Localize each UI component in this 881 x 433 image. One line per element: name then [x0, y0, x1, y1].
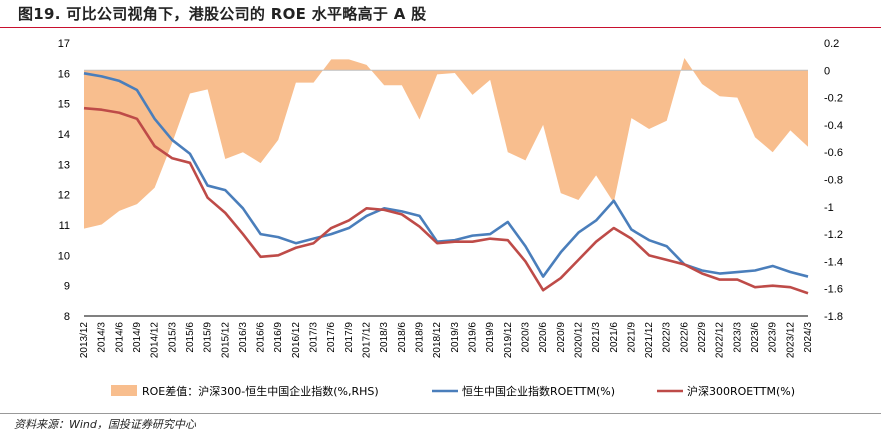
legend-label-hscei: 恒生中国企业指数ROETTM(%): [462, 384, 615, 398]
y-tick-label: 14: [58, 129, 70, 141]
x-tick-label: 2015/9: [203, 322, 214, 353]
x-tick-label: 2015/6: [185, 322, 196, 353]
x-tick-label: 2022/9: [697, 322, 708, 353]
y-tick-label: 10: [58, 250, 70, 262]
x-tick-label: 2017/12: [362, 322, 373, 359]
y2-tick-label: 0.2: [824, 38, 839, 50]
x-tick-label: 2022/12: [715, 322, 726, 359]
x-tick-label: 2019/6: [467, 322, 478, 353]
x-tick-label: 2024/3: [803, 322, 814, 353]
x-tick-label: 2021/3: [591, 322, 602, 353]
x-tick-label: 2021/6: [609, 322, 620, 353]
series-roe-diff-area: [84, 58, 808, 229]
x-tick-label: 2016/12: [291, 322, 302, 359]
y-tick-label: 17: [58, 38, 70, 50]
x-tick-label: 2023/3: [732, 322, 743, 353]
x-tick-label: 2020/12: [573, 322, 584, 359]
y2-tick-label: -0.8: [824, 175, 843, 187]
legend-label-csi300: 沪深300ROETTM(%): [687, 384, 795, 398]
y-tick-label: 11: [59, 220, 70, 232]
x-tick-label: 2017/6: [326, 322, 337, 353]
y2-tick-label: -0.4: [824, 120, 843, 132]
x-tick-label: 2021/12: [644, 322, 655, 359]
x-tick-label: 2018/9: [415, 322, 426, 353]
title-divider: [0, 27, 881, 28]
chart-title: 图19. 可比公司视角下，港股公司的 ROE 水平略高于 A 股: [18, 5, 427, 23]
x-tick-label: 2022/6: [679, 322, 690, 353]
legend-swatch-roe-diff: [111, 385, 137, 396]
x-tick-label: 2015/3: [167, 322, 178, 353]
y-tick-label: 13: [58, 159, 70, 171]
legend: ROE差值：沪深300-恒生中国企业指数(%,RHS) 恒生中国企业指数ROETT…: [111, 384, 795, 398]
x-tick-label: 2016/9: [273, 322, 284, 353]
y-tick-label: 9: [64, 281, 70, 293]
series-hscei-roe-line: [83, 72, 809, 278]
y2-tick-label: -0.6: [824, 147, 843, 159]
y-tick-label: 15: [58, 99, 70, 111]
y-tick-label: 16: [58, 68, 70, 80]
x-tick-label: 2013/12: [79, 322, 90, 359]
y-tick-label: 8: [64, 311, 70, 323]
x-tick-label: 2019/12: [503, 322, 514, 359]
x-tick-label: 2014/6: [114, 322, 125, 353]
source-note: 资料来源：Wind，国投证券研究中心: [14, 418, 196, 431]
footer-divider: [0, 413, 881, 414]
y2-tick-label: -1.2: [824, 229, 843, 241]
x-tick-label: 2017/9: [344, 322, 355, 353]
x-tick-label: 2018/3: [379, 322, 390, 353]
x-tick-label: 2014/9: [132, 322, 143, 353]
y2-tick-label: -1: [824, 202, 834, 214]
x-tick-label: 2023/6: [750, 322, 761, 353]
x-tick-label: 2021/9: [626, 322, 637, 353]
x-tick-label: 2018/12: [432, 322, 443, 359]
y2-tick-label: -1.4: [824, 256, 843, 268]
x-tick-label: 2023/12: [785, 322, 796, 359]
x-tick-label: 2020/3: [520, 322, 531, 353]
y2-tick-label: 0: [824, 65, 830, 77]
x-tick-label: 2017/3: [309, 322, 320, 353]
x-tick-label: 2014/3: [97, 322, 108, 353]
y-tick-label: 12: [58, 190, 70, 202]
x-tick-label: 2022/3: [662, 322, 673, 353]
x-tick-label: 2015/12: [220, 322, 231, 359]
axes-layer: 8 9 10 11 12 13 14 15 16 17 -1.8 -1.6 -1.4 -1.2 -1 -0.8…: [58, 38, 843, 358]
y2-tick-label: -1.6: [824, 284, 843, 296]
x-tick-label: 2019/3: [450, 322, 461, 353]
y2-tick-label: -1.8: [824, 311, 843, 323]
series-csi300-roe-line: [83, 106, 809, 295]
x-tick-label: 2023/9: [768, 322, 779, 353]
legend-label-roe-diff: ROE差值：沪深300-恒生中国企业指数(%,RHS): [142, 384, 379, 398]
line-layer: [83, 72, 809, 295]
x-tick-label: 2020/9: [556, 322, 567, 353]
x-tick-label: 2019/9: [485, 322, 496, 353]
x-tick-label: 2016/6: [256, 322, 267, 353]
x-tick-label: 2016/3: [238, 322, 249, 353]
x-tick-label: 2020/6: [538, 322, 549, 353]
y2-tick-label: -0.2: [824, 93, 843, 105]
x-tick-label: 2018/6: [397, 322, 408, 353]
x-tick-label: 2014/12: [150, 322, 161, 359]
diff-area-layer: [84, 58, 808, 229]
